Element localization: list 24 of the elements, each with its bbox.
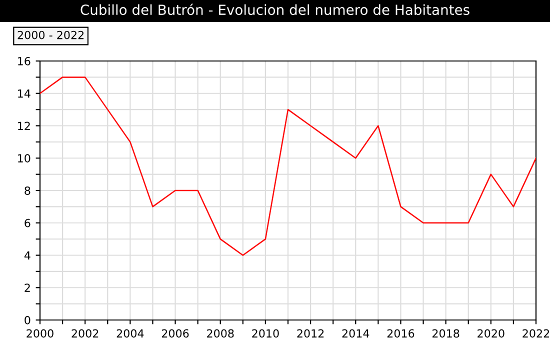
x-tick-label: 2016 (387, 329, 414, 338)
y-tick-label: 4 (24, 251, 30, 260)
x-tick-label: 2006 (162, 329, 189, 338)
y-tick-label: 2 (24, 284, 30, 292)
x-tick-label: 2018 (432, 329, 460, 338)
x-tick-label: 2008 (207, 329, 234, 338)
y-tick-label: 0 (24, 316, 30, 324)
y-tick-label: 16 (18, 56, 30, 66)
chart-subtitle: 2000 - 2022 (18, 30, 84, 40)
y-tick-label: 12 (18, 122, 30, 130)
y-tick-label: 14 (18, 89, 30, 98)
x-tick-label: 2000 (26, 329, 54, 338)
x-tick-label: 2022 (522, 329, 550, 338)
y-tick-label: 6 (24, 218, 30, 228)
x-tick-label: 2014 (342, 329, 370, 338)
y-tick-label: 10 (18, 154, 30, 163)
x-tick-label: 2010 (252, 329, 279, 338)
y-tick-label: 8 (24, 186, 30, 195)
x-tick-label: 2004 (116, 329, 144, 338)
line-series (40, 76, 536, 256)
x-tick-label: 2020 (478, 329, 504, 338)
x-tick-label: 2012 (297, 329, 324, 338)
chart-title: Cubillo del Butrón - Evolucion del numero de Habitantes (80, 4, 470, 16)
x-tick-label: 2002 (72, 329, 98, 338)
